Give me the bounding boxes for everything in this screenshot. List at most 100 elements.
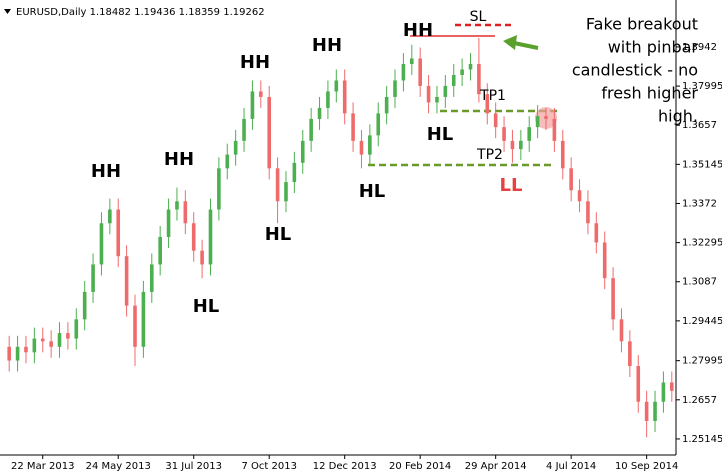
candle-body bbox=[535, 116, 540, 128]
y-tick-label: 1.37995 bbox=[682, 81, 722, 92]
candle-body bbox=[217, 168, 221, 210]
candle-body bbox=[401, 63, 406, 81]
note-line: with pinbar bbox=[608, 38, 699, 57]
chart-header: EURUSD,Daily 1.18482 1.19436 1.18359 1.1… bbox=[16, 7, 265, 18]
candle-body bbox=[510, 140, 515, 150]
y-tick-label: 1.35145 bbox=[682, 159, 722, 170]
annotation: HH bbox=[403, 20, 433, 41]
candle-body bbox=[670, 382, 674, 391]
candle-body bbox=[250, 91, 255, 119]
candle-body bbox=[66, 333, 70, 339]
x-tick-label: 24 May 2013 bbox=[86, 461, 151, 472]
candle-body bbox=[611, 278, 615, 320]
candle-body bbox=[451, 74, 456, 86]
candle-body bbox=[259, 91, 263, 97]
annotation: HH bbox=[164, 149, 194, 170]
menu-arrow bbox=[4, 9, 11, 14]
y-tick-label: 1.29445 bbox=[682, 316, 722, 327]
candle-body bbox=[74, 319, 79, 339]
candle-body bbox=[49, 341, 53, 347]
candle-body bbox=[502, 127, 506, 141]
note-line: high. bbox=[658, 107, 698, 126]
x-tick-label: 31 Jul 2013 bbox=[165, 461, 222, 472]
candle-body bbox=[141, 291, 146, 347]
candle-body bbox=[82, 291, 87, 320]
candle-body bbox=[317, 107, 322, 119]
candle-body bbox=[124, 256, 129, 306]
candle-body bbox=[661, 382, 666, 402]
candle-body bbox=[468, 63, 473, 70]
candle-body bbox=[418, 58, 422, 86]
candle-body bbox=[359, 140, 364, 155]
candle-body bbox=[527, 127, 532, 141]
y-tick-label: 1.3942 bbox=[682, 42, 717, 53]
x-tick-label: 12 Dec 2013 bbox=[313, 461, 377, 472]
candle-body bbox=[653, 401, 657, 421]
note-line: Fake breakout bbox=[586, 15, 698, 34]
candle-body bbox=[284, 182, 288, 202]
candle-body bbox=[149, 264, 154, 292]
candle-body bbox=[7, 346, 11, 361]
candle-body bbox=[552, 118, 557, 141]
candle-body bbox=[108, 209, 112, 224]
candle-body bbox=[116, 209, 121, 257]
candle-body bbox=[183, 201, 188, 224]
x-tick-label: 7 Oct 2013 bbox=[241, 461, 296, 472]
candle-body bbox=[200, 250, 204, 265]
annotation: TP1 bbox=[479, 88, 506, 104]
candle-body bbox=[602, 242, 607, 279]
y-tick-label: 1.25145 bbox=[682, 434, 722, 445]
candle-body bbox=[275, 168, 280, 202]
candle-body bbox=[57, 333, 62, 347]
annotation: LL bbox=[500, 175, 523, 196]
candle-body bbox=[158, 236, 162, 265]
note-line: candlestick - no bbox=[572, 61, 698, 80]
x-tick-label: 10 Sep 2014 bbox=[615, 461, 678, 472]
x-tick-label: 29 Apr 2014 bbox=[465, 461, 527, 472]
annotation: HH bbox=[91, 161, 121, 182]
y-tick-label: 1.3372 bbox=[682, 198, 717, 209]
y-tick-label: 1.32295 bbox=[682, 238, 722, 249]
candle-body bbox=[32, 338, 37, 353]
candle-body bbox=[628, 341, 632, 367]
candle-body bbox=[368, 135, 372, 155]
candle-body bbox=[326, 91, 330, 108]
candle-body bbox=[40, 338, 45, 342]
candle-body bbox=[225, 154, 230, 169]
plot-area bbox=[7, 37, 674, 438]
y-tick-label: 1.3657 bbox=[682, 120, 717, 131]
candle-body bbox=[175, 201, 179, 210]
candle-body bbox=[409, 58, 414, 64]
candle-body bbox=[351, 113, 355, 141]
candle-body bbox=[24, 346, 28, 353]
candle-body bbox=[485, 94, 490, 114]
annotation: SL bbox=[470, 9, 487, 25]
candle-body bbox=[460, 69, 464, 75]
candle-body bbox=[636, 366, 641, 402]
annotation: HH bbox=[312, 35, 342, 56]
candle-body bbox=[91, 264, 95, 292]
candle-body bbox=[569, 168, 573, 191]
candle-body bbox=[233, 140, 238, 155]
candle-body bbox=[208, 209, 213, 265]
candle-body bbox=[443, 85, 448, 97]
candle-body bbox=[191, 223, 196, 251]
candle-body bbox=[166, 209, 171, 237]
candle-body bbox=[292, 162, 297, 183]
candle-body bbox=[393, 80, 397, 97]
candle-body bbox=[594, 223, 599, 243]
candle-body bbox=[519, 140, 523, 150]
x-tick-label: 4 Jul 2014 bbox=[546, 461, 596, 472]
annotation: HL bbox=[193, 296, 220, 317]
candle-body bbox=[342, 80, 347, 114]
candle-body bbox=[426, 85, 431, 103]
candle-body bbox=[619, 319, 624, 342]
candle-body bbox=[586, 201, 590, 224]
candle-body bbox=[334, 80, 339, 92]
candle-body bbox=[384, 96, 389, 114]
candle-body bbox=[560, 140, 565, 169]
candle-body bbox=[577, 190, 582, 202]
candle-body bbox=[493, 113, 498, 128]
annotation: HH bbox=[240, 52, 270, 73]
